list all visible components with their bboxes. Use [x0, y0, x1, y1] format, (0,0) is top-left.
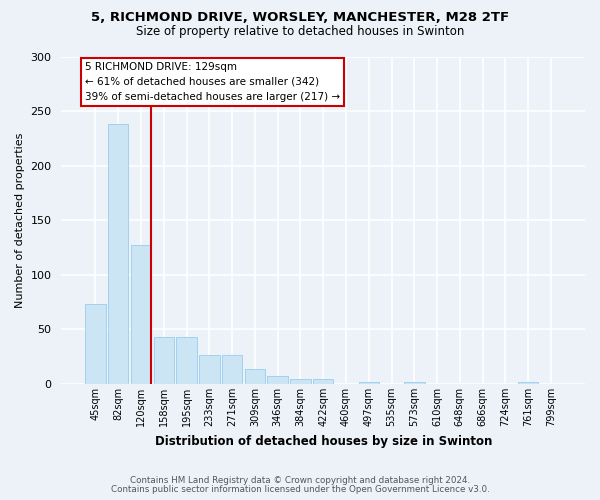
Bar [222, 354, 242, 384]
Bar [108, 124, 128, 384]
Text: Size of property relative to detached houses in Swinton: Size of property relative to detached ho… [136, 25, 464, 38]
Bar [245, 368, 265, 384]
Bar [154, 337, 174, 384]
Text: Contains HM Land Registry data © Crown copyright and database right 2024.: Contains HM Land Registry data © Crown c… [130, 476, 470, 485]
Bar [359, 382, 379, 384]
Bar [199, 354, 220, 384]
Text: 5, RICHMOND DRIVE, WORSLEY, MANCHESTER, M28 2TF: 5, RICHMOND DRIVE, WORSLEY, MANCHESTER, … [91, 11, 509, 24]
Text: 5 RICHMOND DRIVE: 129sqm
← 61% of detached houses are smaller (342)
39% of semi-: 5 RICHMOND DRIVE: 129sqm ← 61% of detach… [85, 62, 340, 102]
Text: Contains public sector information licensed under the Open Government Licence v3: Contains public sector information licen… [110, 485, 490, 494]
Bar [85, 304, 106, 384]
Bar [313, 378, 334, 384]
Bar [131, 246, 151, 384]
Bar [268, 376, 288, 384]
Bar [290, 378, 311, 384]
Bar [404, 382, 425, 384]
Y-axis label: Number of detached properties: Number of detached properties [15, 132, 25, 308]
X-axis label: Distribution of detached houses by size in Swinton: Distribution of detached houses by size … [155, 434, 492, 448]
Bar [518, 382, 538, 384]
Bar [176, 337, 197, 384]
